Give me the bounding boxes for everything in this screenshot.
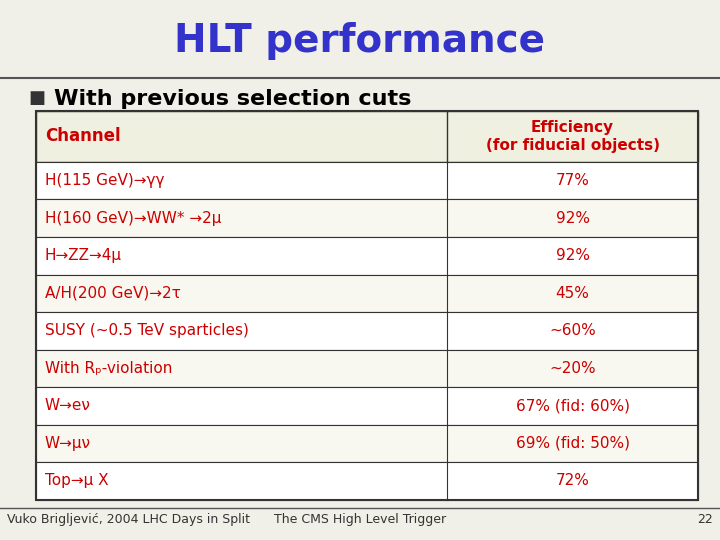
Text: 92%: 92% [556, 211, 590, 226]
Text: SUSY (~0.5 TeV sparticles): SUSY (~0.5 TeV sparticles) [45, 323, 248, 338]
FancyBboxPatch shape [36, 162, 698, 199]
FancyBboxPatch shape [36, 199, 698, 237]
Text: W→eν: W→eν [45, 399, 91, 413]
FancyBboxPatch shape [36, 349, 698, 387]
Text: The CMS High Level Trigger: The CMS High Level Trigger [274, 513, 446, 526]
Text: ~60%: ~60% [549, 323, 596, 338]
FancyBboxPatch shape [36, 237, 698, 274]
Text: H(160 GeV)→WW* →2μ: H(160 GeV)→WW* →2μ [45, 211, 221, 226]
Text: H→ZZ→4μ: H→ZZ→4μ [45, 248, 122, 263]
Text: With previous selection cuts: With previous selection cuts [54, 89, 411, 109]
Text: Channel: Channel [45, 127, 120, 145]
Text: 67% (fid: 60%): 67% (fid: 60%) [516, 399, 629, 413]
FancyBboxPatch shape [36, 424, 698, 462]
FancyBboxPatch shape [36, 462, 698, 500]
Text: 77%: 77% [556, 173, 590, 188]
Text: W→μν: W→μν [45, 436, 91, 451]
FancyBboxPatch shape [36, 274, 698, 312]
Text: With Rₚ-violation: With Rₚ-violation [45, 361, 172, 376]
Text: ~20%: ~20% [549, 361, 596, 376]
Text: 45%: 45% [556, 286, 590, 301]
Text: 92%: 92% [556, 248, 590, 263]
Text: 69% (fid: 50%): 69% (fid: 50%) [516, 436, 629, 451]
Text: ■: ■ [29, 89, 46, 107]
Text: Vuko Brigljević, 2004 LHC Days in Split: Vuko Brigljević, 2004 LHC Days in Split [7, 513, 251, 526]
Text: A/H(200 GeV)→2τ: A/H(200 GeV)→2τ [45, 286, 181, 301]
FancyBboxPatch shape [36, 312, 698, 349]
FancyBboxPatch shape [36, 111, 698, 162]
Text: Efficiency
(for fiducial objects): Efficiency (for fiducial objects) [485, 119, 660, 153]
Text: H(115 GeV)→γγ: H(115 GeV)→γγ [45, 173, 164, 188]
Text: 22: 22 [697, 513, 713, 526]
FancyBboxPatch shape [36, 387, 698, 424]
Text: HLT performance: HLT performance [174, 22, 546, 59]
Text: 72%: 72% [556, 473, 590, 488]
Text: Top→μ X: Top→μ X [45, 473, 108, 488]
